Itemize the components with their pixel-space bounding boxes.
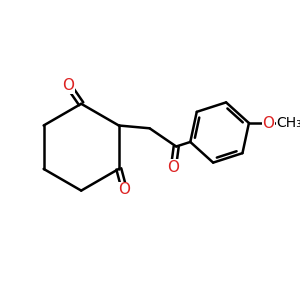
Text: O: O bbox=[167, 160, 179, 175]
Text: O: O bbox=[63, 78, 75, 93]
Text: O: O bbox=[118, 182, 130, 197]
Text: O: O bbox=[262, 116, 274, 130]
Text: CH₃: CH₃ bbox=[277, 116, 300, 130]
